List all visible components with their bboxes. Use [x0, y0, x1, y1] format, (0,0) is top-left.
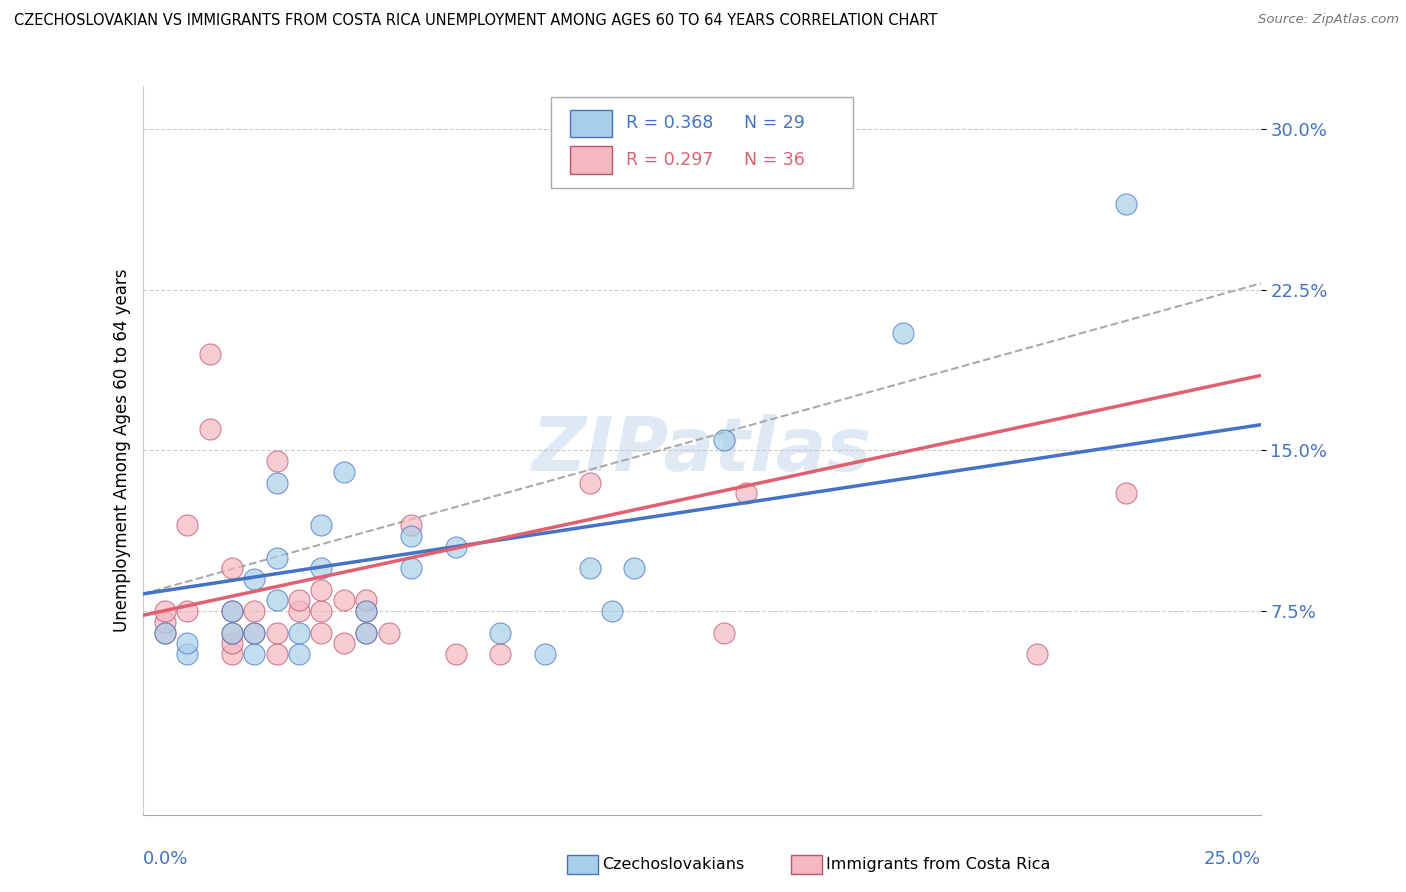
Point	[311, 582, 333, 597]
Point	[354, 604, 377, 618]
Point	[221, 604, 243, 618]
Text: 0.0%: 0.0%	[142, 850, 188, 868]
Point	[1026, 647, 1049, 661]
FancyBboxPatch shape	[551, 97, 852, 188]
Point	[176, 636, 198, 650]
Text: R = 0.297: R = 0.297	[626, 151, 713, 169]
Point	[1115, 197, 1137, 211]
Point	[288, 604, 311, 618]
Point	[713, 433, 735, 447]
Point	[578, 475, 600, 490]
Point	[354, 625, 377, 640]
Text: Czechoslovakians: Czechoslovakians	[603, 857, 745, 872]
Point	[333, 593, 356, 607]
Point	[198, 422, 221, 436]
Point	[176, 647, 198, 661]
Point	[354, 604, 377, 618]
Point	[354, 625, 377, 640]
Point	[153, 604, 176, 618]
Point	[221, 625, 243, 640]
Point	[221, 561, 243, 575]
Y-axis label: Unemployment Among Ages 60 to 64 years: Unemployment Among Ages 60 to 64 years	[114, 268, 131, 632]
Text: R = 0.368: R = 0.368	[626, 114, 713, 133]
Bar	[569, 146, 612, 174]
Point	[333, 636, 356, 650]
Point	[266, 625, 288, 640]
Point	[444, 540, 467, 554]
Point	[176, 604, 198, 618]
Text: ZIPatlas: ZIPatlas	[531, 414, 872, 487]
Point	[377, 625, 399, 640]
Text: CZECHOSLOVAKIAN VS IMMIGRANTS FROM COSTA RICA UNEMPLOYMENT AMONG AGES 60 TO 64 Y: CZECHOSLOVAKIAN VS IMMIGRANTS FROM COSTA…	[14, 13, 938, 29]
Point	[153, 615, 176, 629]
Point	[713, 625, 735, 640]
Point	[578, 561, 600, 575]
Text: 25.0%: 25.0%	[1204, 850, 1261, 868]
Point	[311, 561, 333, 575]
Point	[221, 604, 243, 618]
Text: Immigrants from Costa Rica: Immigrants from Costa Rica	[827, 857, 1050, 872]
Point	[399, 518, 422, 533]
Point	[266, 550, 288, 565]
Point	[221, 647, 243, 661]
Point	[600, 604, 623, 618]
Point	[243, 625, 266, 640]
Point	[1115, 486, 1137, 500]
Point	[489, 625, 512, 640]
Text: N = 36: N = 36	[744, 151, 806, 169]
Point	[444, 647, 467, 661]
Point	[221, 636, 243, 650]
Point	[311, 518, 333, 533]
Point	[534, 647, 557, 661]
Point	[266, 647, 288, 661]
Point	[288, 647, 311, 661]
Point	[243, 604, 266, 618]
Text: Source: ZipAtlas.com: Source: ZipAtlas.com	[1258, 13, 1399, 27]
Point	[623, 561, 645, 575]
Point	[198, 347, 221, 361]
Point	[266, 454, 288, 468]
Point	[153, 625, 176, 640]
Point	[266, 593, 288, 607]
Point	[221, 625, 243, 640]
Point	[735, 486, 758, 500]
Bar	[569, 110, 612, 137]
Point	[399, 529, 422, 543]
Point	[399, 561, 422, 575]
Point	[311, 625, 333, 640]
Point	[266, 475, 288, 490]
Point	[489, 647, 512, 661]
Point	[243, 625, 266, 640]
Point	[891, 326, 914, 340]
Text: N = 29: N = 29	[744, 114, 806, 133]
Point	[311, 604, 333, 618]
Point	[176, 518, 198, 533]
Point	[243, 647, 266, 661]
Point	[333, 465, 356, 479]
Point	[354, 593, 377, 607]
Point	[153, 625, 176, 640]
Point	[243, 572, 266, 586]
Point	[288, 625, 311, 640]
Point	[288, 593, 311, 607]
